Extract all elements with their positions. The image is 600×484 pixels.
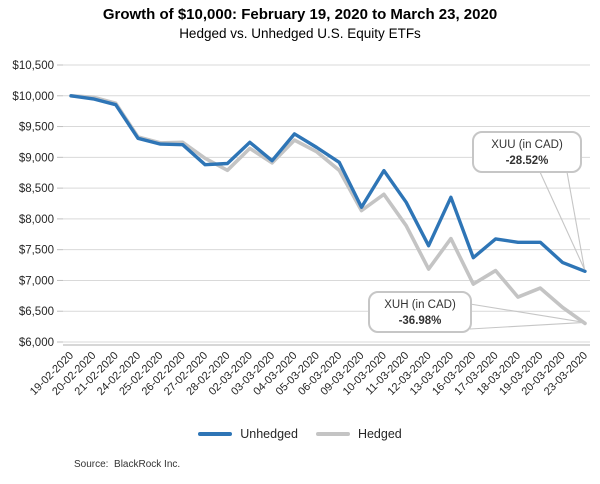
series-line-hedged <box>69 94 587 326</box>
y-tick-label: $7,000 <box>19 275 54 287</box>
callout-xuh-leader-line <box>469 303 585 323</box>
legend-label-hedged: Hedged <box>357 427 402 441</box>
legend-item-hedged: Hedged <box>315 427 402 441</box>
source-note: Source: BlackRock Inc. <box>74 459 181 470</box>
chart-title: Growth of $10,000: February 19, 2020 to … <box>102 6 498 23</box>
y-tick-label: $9,500 <box>19 122 54 134</box>
chart-subtitle: Hedged vs. Unhedged U.S. Equity ETFs <box>179 26 421 41</box>
callout-xuh-leader-line <box>469 321 585 330</box>
callout-xuu-leader-line <box>566 171 586 270</box>
series-line-unhedged <box>69 94 587 273</box>
y-tick-label: $7,500 <box>19 245 54 257</box>
y-tick-label: $6,000 <box>19 337 54 349</box>
callout-xuh-value: -36.98% <box>398 315 442 328</box>
y-tick-label: $10,500 <box>12 60 54 72</box>
legend-swatch-unhedged <box>198 432 233 436</box>
legend-item-unhedged: Unhedged <box>198 427 298 441</box>
callout-xuh: XUH (in CAD) -36.98% <box>368 291 472 333</box>
callout-xuu: XUU (in CAD) -28.52% <box>472 131 582 173</box>
callout-xuh-label: XUH (in CAD) <box>384 299 456 311</box>
y-tick-label: $9,000 <box>19 152 54 164</box>
y-tick-label: $10,000 <box>12 91 54 103</box>
callout-xuu-leader-line <box>539 171 586 270</box>
y-tick-label: $8,000 <box>19 214 54 226</box>
callout-xuu-value: -28.52% <box>505 155 549 168</box>
legend: Unhedged Hedged <box>0 427 600 441</box>
legend-label-unhedged: Unhedged <box>240 427 298 441</box>
legend-swatch-hedged <box>315 432 350 436</box>
callout-xuu-label: XUU (in CAD) <box>491 139 563 151</box>
y-tick-label: $8,500 <box>19 183 54 195</box>
y-tick-label: $6,500 <box>19 306 54 318</box>
